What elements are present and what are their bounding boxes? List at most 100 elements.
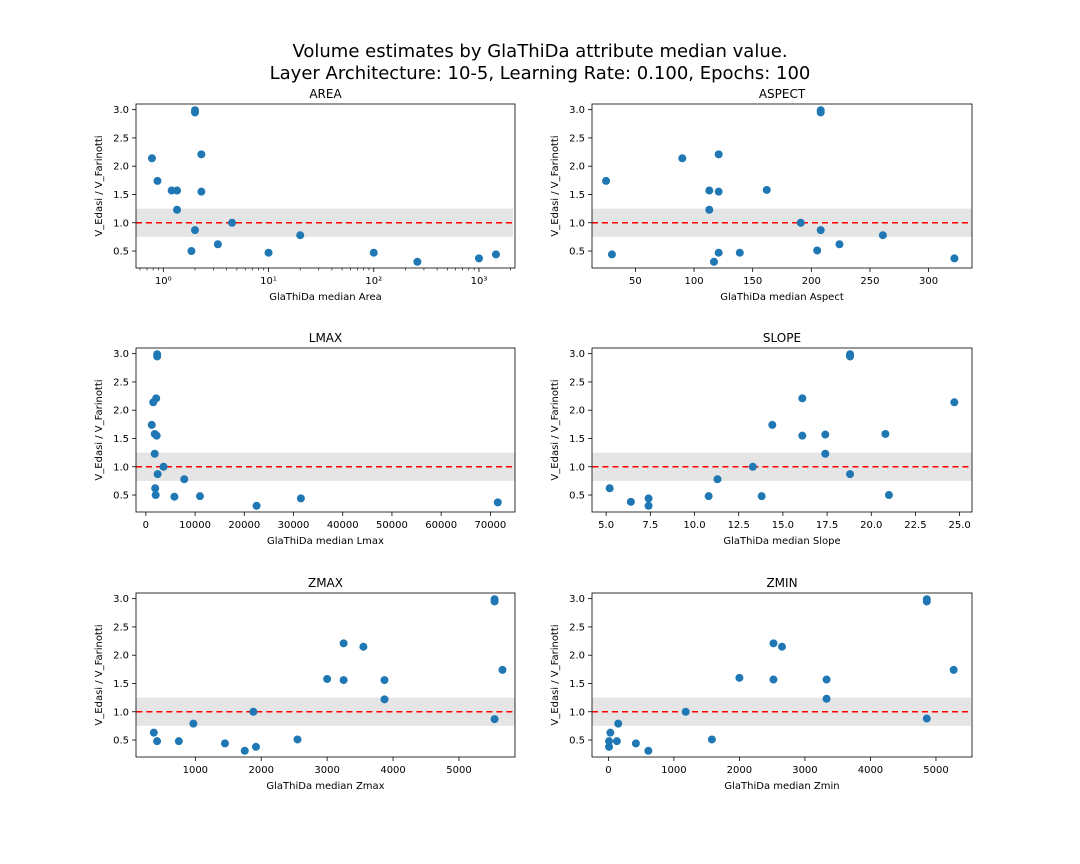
data-point bbox=[881, 429, 890, 438]
data-point bbox=[713, 475, 722, 484]
data-point bbox=[644, 494, 653, 503]
y-axis-label: V_Edasi / V_Farinotti bbox=[94, 624, 105, 725]
data-point bbox=[835, 240, 844, 249]
y-axis-label: V_Edasi / V_Farinotti bbox=[94, 379, 105, 480]
data-point bbox=[605, 737, 614, 746]
data-point bbox=[735, 673, 744, 682]
x-tick-label: 20.0 bbox=[860, 520, 882, 531]
axes-frame bbox=[591, 592, 973, 758]
data-point bbox=[493, 498, 502, 507]
x-tick-label: 17.5 bbox=[816, 520, 838, 531]
axes-frame bbox=[135, 592, 516, 758]
data-point bbox=[159, 462, 168, 471]
x-tick-label: 2000 bbox=[249, 765, 274, 776]
data-point bbox=[813, 246, 822, 255]
data-point bbox=[474, 254, 483, 263]
x-axis-label: GlaThiDa median Aspect bbox=[720, 292, 844, 303]
subplot-title: SLOPE bbox=[763, 331, 801, 345]
x-tick-label: 5000 bbox=[446, 765, 471, 776]
y-tick-label: 2.0 bbox=[113, 406, 129, 417]
data-point bbox=[153, 352, 162, 361]
y-tick-label: 1.5 bbox=[569, 679, 585, 690]
data-point bbox=[816, 108, 825, 117]
y-tick-label: 1.0 bbox=[569, 218, 585, 229]
subplot-aspect: 50 100 150 200 250 300 0.5 1.0 1.5 2.0 2.5 3.0 ASPEC… bbox=[550, 87, 973, 303]
data-point bbox=[644, 746, 653, 755]
data-point bbox=[714, 150, 723, 159]
data-point bbox=[252, 501, 261, 510]
y-tick-label: 3.0 bbox=[569, 594, 585, 605]
data-point bbox=[605, 742, 614, 751]
subplot-title: ASPECT bbox=[759, 87, 806, 101]
figure-title-line-1: Volume estimates by GlaThiDa attribute m… bbox=[292, 41, 788, 62]
y-tick-label: 1.5 bbox=[569, 434, 585, 445]
y-tick-label: 2.5 bbox=[113, 377, 129, 388]
data-point bbox=[949, 665, 958, 674]
data-point bbox=[798, 394, 807, 403]
data-point bbox=[631, 739, 640, 748]
y-axis-label: V_Edasi / V_Farinotti bbox=[550, 135, 561, 236]
x-tick-label: 30000 bbox=[278, 520, 310, 531]
data-point bbox=[380, 695, 389, 704]
data-point bbox=[822, 694, 831, 703]
data-point bbox=[846, 352, 855, 361]
y-tick-label: 1.0 bbox=[113, 462, 129, 473]
data-point bbox=[602, 176, 611, 185]
data-point bbox=[359, 642, 368, 651]
y-tick-label: 1.5 bbox=[113, 190, 129, 201]
data-point bbox=[821, 449, 830, 458]
data-point bbox=[821, 430, 830, 439]
data-point bbox=[762, 185, 771, 194]
y-tick-label: 3.0 bbox=[113, 594, 129, 605]
x-tick-label: 3000 bbox=[314, 765, 339, 776]
data-point bbox=[296, 494, 305, 503]
data-point bbox=[173, 205, 182, 214]
data-point bbox=[748, 462, 757, 471]
data-point bbox=[152, 394, 161, 403]
x-tick-label: 3000 bbox=[792, 765, 817, 776]
axes-frame bbox=[591, 347, 973, 513]
x-tick-label: 1000 bbox=[661, 765, 686, 776]
data-point bbox=[798, 431, 807, 440]
data-point bbox=[197, 150, 206, 159]
data-point bbox=[296, 231, 305, 240]
subplot-slope: 5.0 7.5 10.0 12.5 15.0 17.5 20.0 22.5 25.0 0.5 1.0… bbox=[550, 331, 973, 547]
data-point bbox=[213, 240, 222, 249]
data-point bbox=[735, 248, 744, 257]
data-point bbox=[190, 226, 199, 235]
data-point bbox=[769, 639, 778, 648]
data-point bbox=[757, 492, 766, 501]
subplot-zmax: 1000 2000 3000 4000 5000 0.5 1.0 1.5 2.0 2.5 3.0 ZM… bbox=[94, 576, 516, 792]
subplot-zmin: 0 1000 2000 3000 4000 5000 0.5 1.0 1.5 2.0 2.5 3.0 Z… bbox=[550, 576, 973, 792]
data-point bbox=[197, 187, 206, 196]
x-tick-label: 50000 bbox=[376, 520, 408, 531]
x-tick-label: 10⁰ bbox=[155, 276, 172, 287]
x-tick-label: 5000 bbox=[923, 765, 948, 776]
data-point bbox=[644, 501, 653, 510]
y-tick-label: 0.5 bbox=[113, 736, 129, 747]
y-tick-label: 2.0 bbox=[113, 162, 129, 173]
data-point bbox=[714, 248, 723, 257]
x-axis-label: GlaThiDa median Zmax bbox=[266, 781, 384, 792]
axes-frame bbox=[135, 347, 516, 513]
data-point bbox=[707, 735, 716, 744]
data-point bbox=[705, 205, 714, 214]
y-tick-label: 1.5 bbox=[113, 679, 129, 690]
data-point bbox=[240, 746, 249, 755]
data-point bbox=[180, 475, 189, 484]
x-tick-label: 20000 bbox=[228, 520, 260, 531]
axes-frame bbox=[135, 103, 516, 269]
subplot-area: 10⁰ 10¹ 10² 10³ 0.5 1.0 1.5 2.0 2.5 3.0 AREA GlaThi… bbox=[94, 87, 516, 303]
x-axis-label: GlaThiDa median Lmax bbox=[267, 536, 384, 547]
y-tick-label: 0.5 bbox=[113, 247, 129, 258]
x-tick-label: 1000 bbox=[183, 765, 208, 776]
data-point bbox=[189, 719, 198, 728]
x-axis-label: GlaThiDa median Area bbox=[269, 292, 382, 303]
y-tick-label: 1.0 bbox=[113, 218, 129, 229]
data-point bbox=[174, 737, 183, 746]
data-point bbox=[264, 248, 273, 257]
x-tick-label: 70000 bbox=[474, 520, 506, 531]
data-point bbox=[220, 739, 229, 748]
